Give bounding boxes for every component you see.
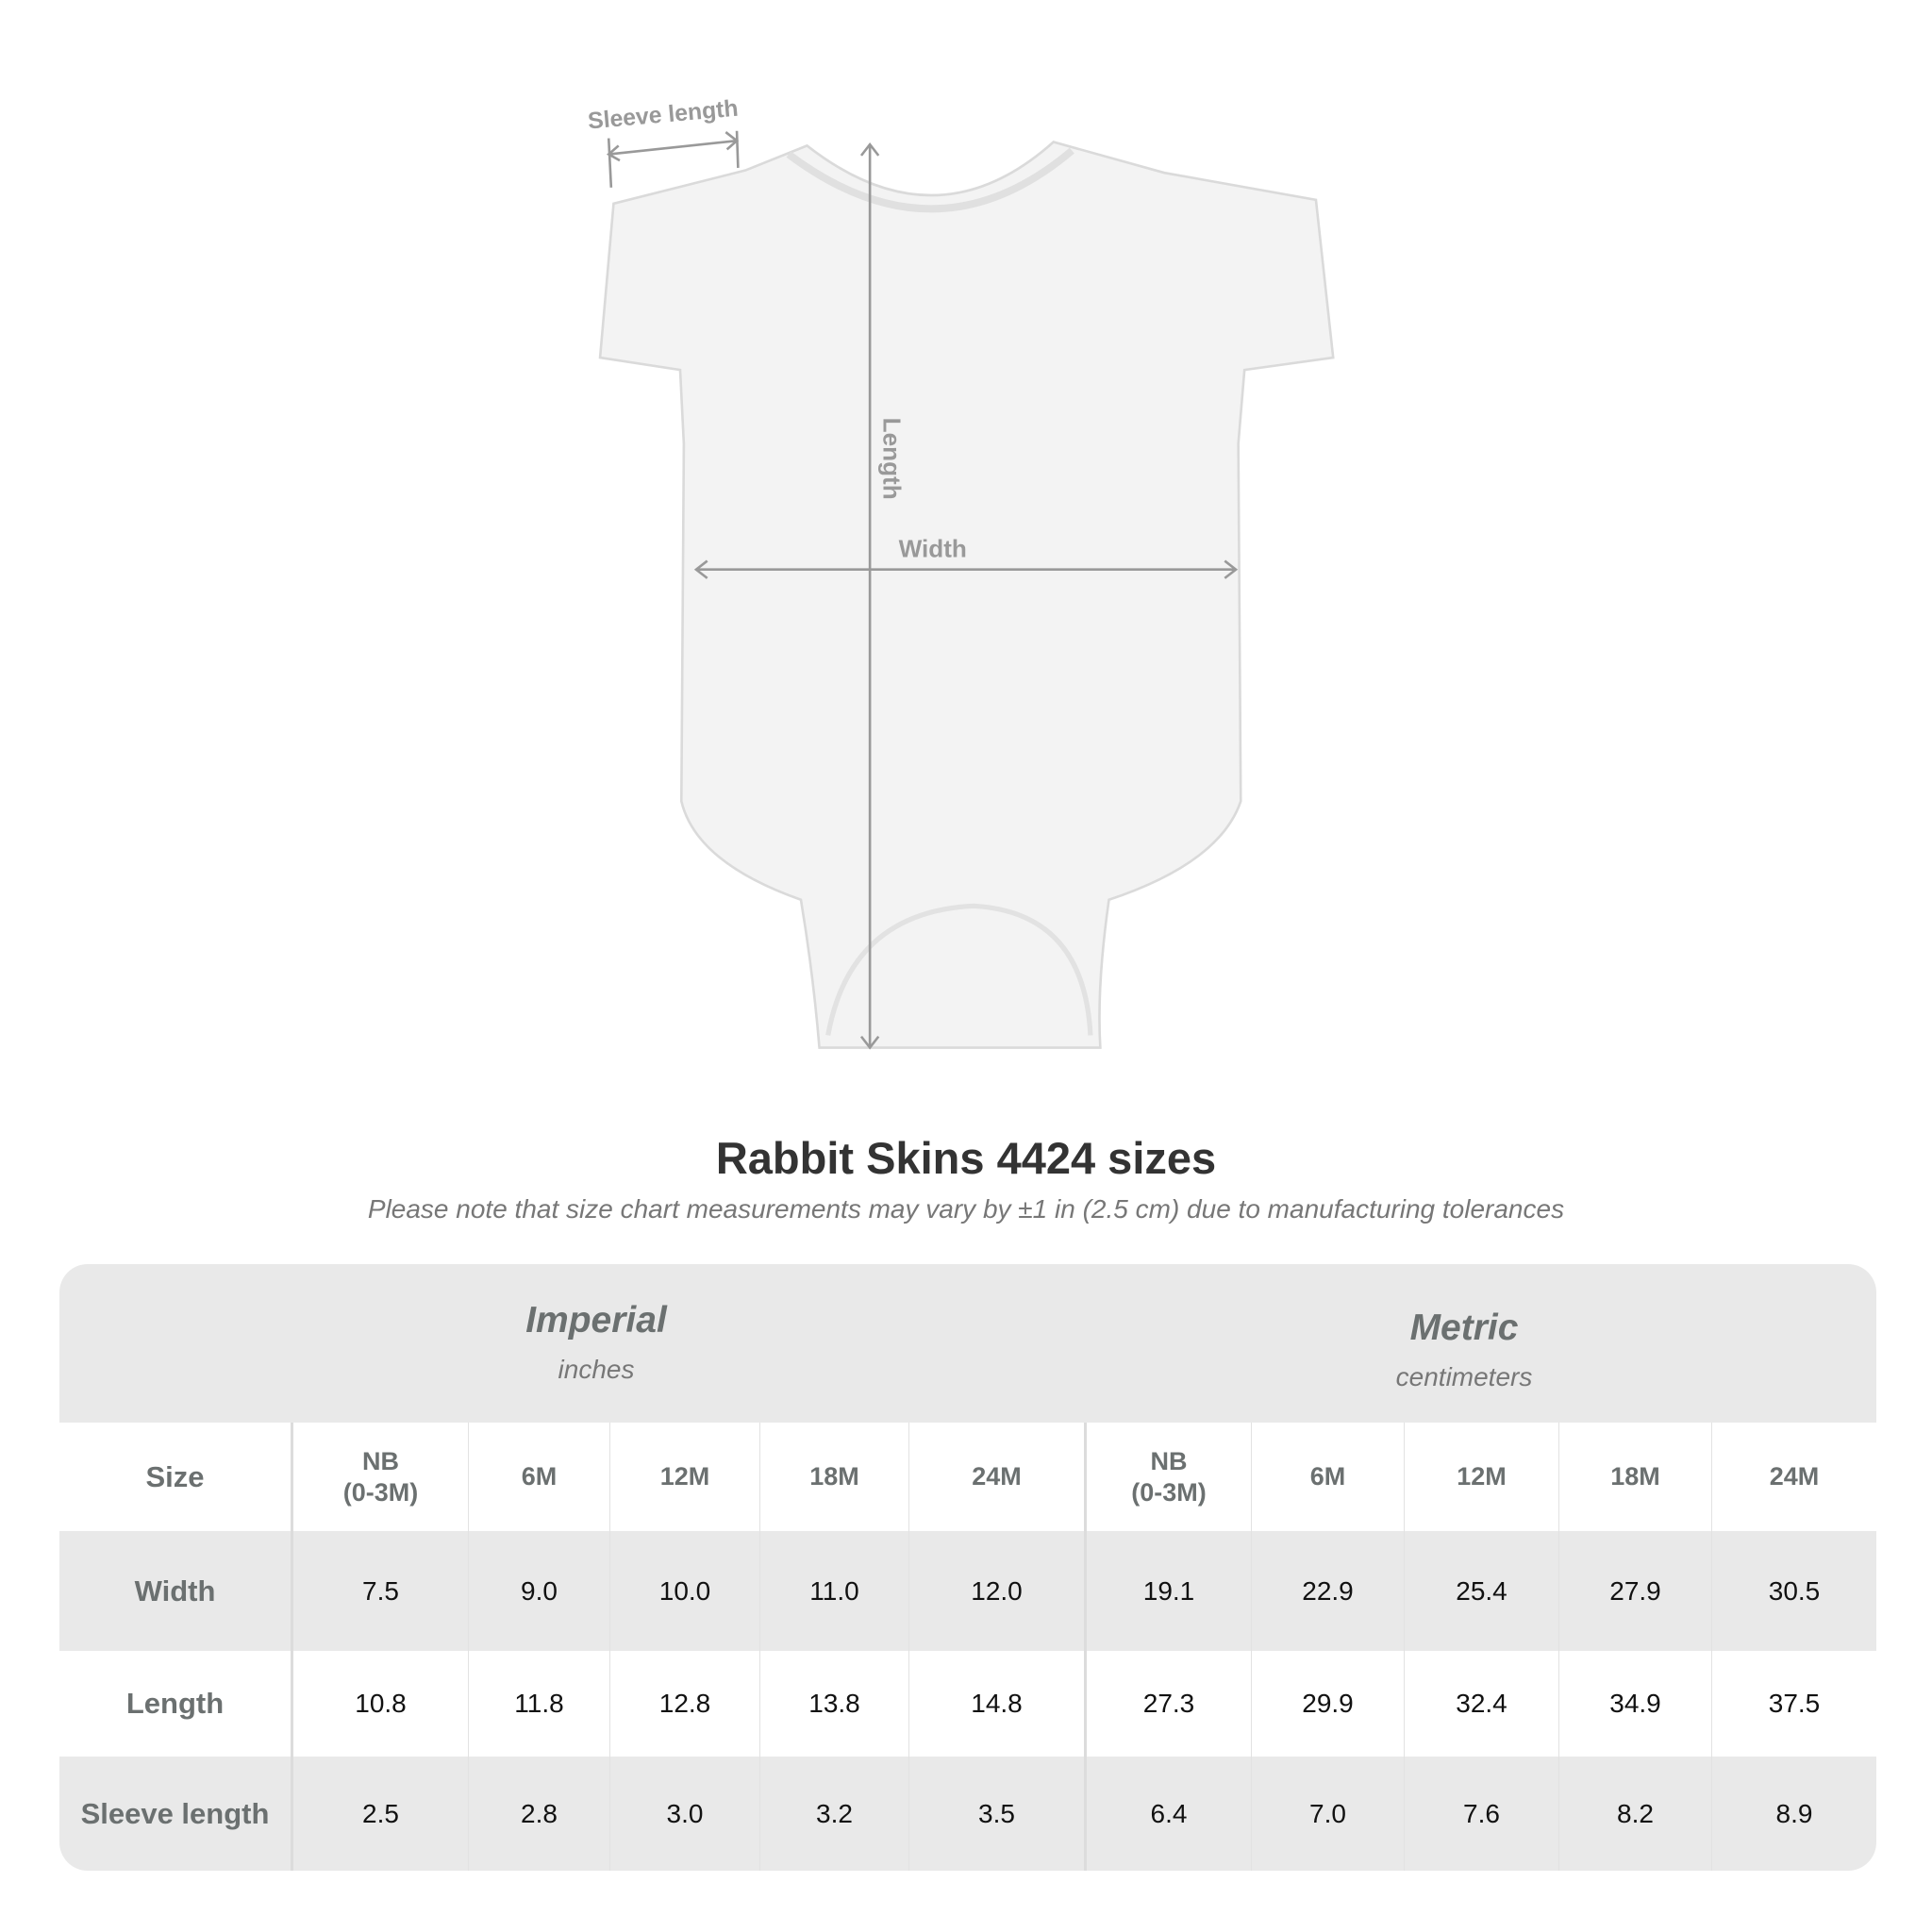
table-cell: 2.5 <box>291 1757 468 1871</box>
size-column-header: NB (0-3M) <box>291 1423 468 1531</box>
table-cell: 32.4 <box>1404 1651 1558 1757</box>
table-cell: 34.9 <box>1558 1651 1711 1757</box>
table-cell: 12.8 <box>609 1651 759 1757</box>
table-cell: 8.2 <box>1558 1757 1711 1871</box>
row-header-width: Width <box>134 1574 216 1607</box>
table-cell: 37.5 <box>1711 1651 1876 1757</box>
table-cell: 19.1 <box>1084 1531 1251 1651</box>
imperial-header: Imperial inches <box>525 1300 667 1385</box>
imperial-header-unit: inches <box>558 1355 635 1384</box>
size-column-header: 6M <box>468 1423 609 1531</box>
row-header-length: Length <box>125 1687 225 1720</box>
metric-header-unit: centimeters <box>1395 1362 1533 1391</box>
table-header-band <box>59 1264 1876 1423</box>
table-cell: 3.2 <box>759 1757 908 1871</box>
table-cell: 7.5 <box>291 1531 468 1651</box>
imperial-header-title: Imperial <box>525 1300 667 1341</box>
onesie-neckline <box>786 147 1074 213</box>
table-cell: 27.3 <box>1084 1651 1251 1757</box>
size-column-header: 18M <box>759 1423 908 1531</box>
size-column-header: 12M <box>609 1423 759 1531</box>
table-cell: 7.0 <box>1251 1757 1404 1871</box>
size-row-header: Size <box>145 1459 205 1493</box>
tolerance-note: Please note that size chart measurements… <box>367 1194 1565 1224</box>
size-column-header: NB (0-3M) <box>1084 1423 1251 1531</box>
size-column-header: 24M <box>908 1423 1084 1531</box>
table-cell: 2.8 <box>468 1757 609 1871</box>
onesie-crotch-flap <box>825 903 1093 1036</box>
metric-header-title: Metric <box>1409 1307 1519 1348</box>
table-cell: 13.8 <box>759 1651 908 1757</box>
size-table: Imperial inches Metric centimeters Size NB (0… <box>59 1264 1876 1871</box>
table-row-band-sleeve <box>59 1757 1876 1871</box>
table-cell: 29.9 <box>1251 1651 1404 1757</box>
table-cell: 3.5 <box>908 1757 1084 1871</box>
onesie-measurement-diagram: Sleeve length Length Width <box>587 96 1335 1050</box>
metric-header: Metric centimeters <box>1396 1307 1533 1392</box>
sleeve-measure-arrow <box>606 130 740 188</box>
length-measure-arrow <box>859 142 880 1050</box>
table-cell: 9.0 <box>468 1531 609 1651</box>
table-cell: 25.4 <box>1404 1531 1558 1651</box>
onesie-illustration <box>598 141 1335 1049</box>
row-header-sleeve-length: Sleeve length <box>80 1796 270 1830</box>
table-cell: 12.0 <box>908 1531 1084 1651</box>
table-cell: 27.9 <box>1558 1531 1711 1651</box>
length-label: Length <box>877 418 906 500</box>
table-cell: 22.9 <box>1251 1531 1404 1651</box>
table-cell: 6.4 <box>1084 1757 1251 1871</box>
table-cell: 30.5 <box>1711 1531 1876 1651</box>
sleeve-length-label: Sleeve length <box>587 96 740 135</box>
size-column-header: 12M <box>1404 1423 1558 1531</box>
table-cell: 11.0 <box>759 1531 908 1651</box>
table-cell: 10.0 <box>609 1531 759 1651</box>
table-cell: 8.9 <box>1711 1757 1876 1871</box>
size-column-header: 24M <box>1711 1423 1876 1531</box>
table-row-band-width <box>59 1531 1876 1651</box>
table-cell: 14.8 <box>908 1651 1084 1757</box>
table-cell: 10.8 <box>291 1651 468 1757</box>
table-cell: 11.8 <box>468 1651 609 1757</box>
table-cell: 7.6 <box>1404 1757 1558 1871</box>
chart-title: Rabbit Skins 4424 sizes <box>715 1133 1217 1183</box>
size-column-header: 6M <box>1251 1423 1404 1531</box>
width-label: Width <box>899 535 967 563</box>
table-cell: 3.0 <box>609 1757 759 1871</box>
size-column-header: 18M <box>1558 1423 1711 1531</box>
width-measure-arrow <box>693 559 1239 579</box>
